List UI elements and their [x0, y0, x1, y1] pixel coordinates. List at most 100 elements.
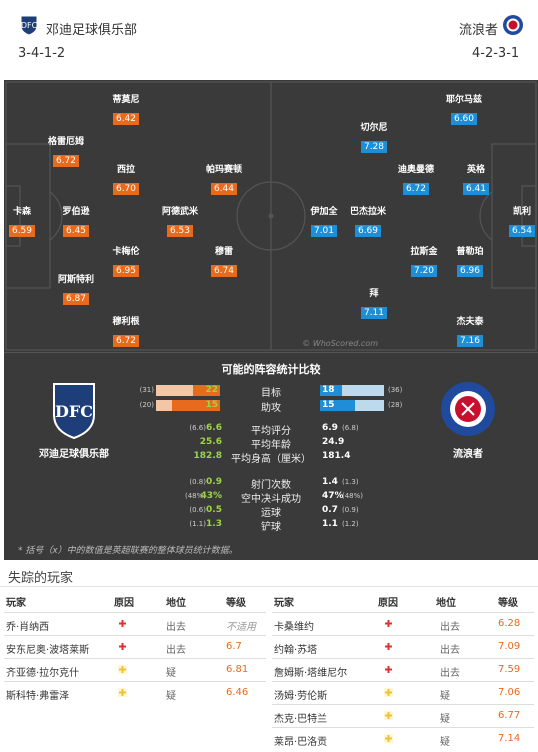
away-player-5[interactable]: 巴杰拉米 6.69 [338, 206, 398, 237]
home-bar-value: 22 [205, 385, 218, 395]
player-name: 帕玛赛顿 [205, 165, 242, 175]
missing-player-name[interactable]: 卡桑维约 [274, 622, 314, 633]
stats-footnote: * 括号（x）中的数值是英超联赛的整体球员统计数据。 [18, 546, 238, 556]
home-avg: (0.6) [189, 506, 206, 514]
away-value: 0.7 [322, 505, 338, 515]
home-avg: (20) [139, 401, 154, 409]
away-bar-track: 18 [320, 385, 384, 396]
away-bar-fill [320, 385, 342, 396]
missing-player-name[interactable]: 詹姆斯·塔维尼尔 [274, 668, 348, 679]
home-player-10[interactable]: 穆利根 6.72 [96, 316, 156, 347]
missing-grade: 7.59 [498, 664, 521, 675]
stat-label: 目标 [261, 388, 281, 399]
player-name: 穆雷 [214, 247, 233, 257]
player-name: 卡梅伦 [112, 247, 140, 257]
header-status: 地位 [436, 598, 456, 609]
missing-grade: 不适用 [226, 622, 256, 633]
home-player-6[interactable]: 阿德武米 6.53 [150, 206, 210, 237]
missing-player-name[interactable]: 乔·肖纳西 [6, 622, 50, 633]
player-name: 卡森 [12, 207, 31, 217]
missing-player-name[interactable]: 杰克·巴特兰 [274, 714, 328, 725]
home-player-4[interactable]: 卡森 6.59 [4, 206, 52, 237]
home-player-1[interactable]: 格雷厄姆 6.72 [36, 136, 96, 167]
player-rating: 6.44 [210, 183, 238, 195]
lineup-stats-panel: 可能的阵容统计比较 DFC 邓迪足球俱乐部 流浪者 (31) 22 目标 18 (36)… [4, 352, 538, 561]
player-rating: 7.16 [456, 335, 484, 347]
away-bar-fill [320, 400, 355, 411]
home-player-2[interactable]: 西拉 6.70 [96, 164, 156, 195]
missing-status: 出去 [166, 645, 186, 656]
player-name: 拉斯金 [410, 247, 438, 257]
away-team-name[interactable]: 流浪者 [459, 23, 499, 38]
player-rating: 6.70 [112, 183, 140, 195]
home-player-7[interactable]: 卡梅伦 6.95 [96, 246, 156, 277]
player-rating: 6.41 [462, 183, 490, 195]
away-player-2[interactable]: 迪奥曼德 6.72 [386, 164, 446, 195]
red-cross-icon [118, 642, 127, 651]
away-player-3[interactable]: 英格 6.41 [446, 164, 506, 195]
home-player-5[interactable]: 罗伯逊 6.45 [46, 206, 106, 237]
missing-player-name[interactable]: 安东尼奥·波塔莱斯 [6, 645, 90, 656]
missing-grade: 6.28 [498, 618, 521, 629]
away-player-9[interactable]: 拜 7.11 [344, 288, 404, 319]
home-player-9[interactable]: 阿斯特利 6.87 [46, 274, 106, 305]
away-player-6[interactable]: 凯利 6.54 [492, 206, 538, 237]
player-name: 阿德武米 [161, 207, 198, 217]
home-team-name[interactable]: 邓迪足球俱乐部 [46, 23, 138, 38]
red-cross-icon [384, 665, 393, 674]
missing-grade: 7.06 [498, 687, 521, 698]
player-rating: 6.60 [450, 113, 478, 125]
player-name: 普勒珀 [456, 247, 484, 257]
match-header: DFC 邓迪足球俱乐部 3-4-1-2 流浪者 4-2-3-1 [0, 0, 538, 78]
away-value: 6.9 [322, 423, 338, 433]
header-player: 玩家 [6, 598, 26, 609]
missing-status: 疑 [440, 737, 450, 748]
home-player-0[interactable]: 蒂莫尼 6.42 [96, 94, 156, 125]
missing-player-name[interactable]: 莱昂·巴洛贡 [274, 737, 328, 748]
missing-status: 疑 [440, 714, 450, 725]
away-player-1[interactable]: 切尔尼 7.28 [344, 122, 404, 153]
missing-players-section: 失踪的玩家 玩家 原因 地位 等级 玩家 原因 地位 等级 乔·肖纳西 出去 不适用… [0, 560, 538, 752]
away-value: 1.1 [322, 519, 338, 529]
player-name: 迪奥曼德 [397, 165, 434, 175]
away-player-8[interactable]: 普勒珀 6.96 [440, 246, 500, 277]
divider [4, 681, 266, 682]
home-player-8[interactable]: 穆雷 6.74 [194, 246, 254, 277]
stat-label: 铲球 [261, 522, 281, 533]
away-avg: (1.2) [342, 520, 359, 528]
missing-player-name[interactable]: 汤姆·劳伦斯 [274, 691, 328, 702]
away-value: 1.4 [322, 477, 338, 487]
missing-status: 出去 [440, 668, 460, 679]
away-player-0[interactable]: 耶尔马兹 6.60 [434, 94, 494, 125]
stat-label: 运球 [261, 508, 281, 519]
away-value: 181.4 [322, 451, 351, 461]
home-avg: (1.1) [189, 520, 206, 528]
red-cross-icon [118, 619, 127, 628]
home-crest-label: 邓迪足球俱乐部 [39, 449, 109, 460]
player-name: 罗伯逊 [62, 207, 90, 217]
missing-status: 出去 [440, 622, 460, 633]
player-name: 伊加全 [310, 207, 338, 217]
home-player-3[interactable]: 帕玛赛顿 6.44 [194, 164, 254, 195]
away-player-4[interactable]: 伊加全 7.01 [294, 206, 354, 237]
player-rating: 6.59 [8, 225, 36, 237]
player-rating: 7.20 [410, 265, 438, 277]
red-cross-icon [384, 619, 393, 628]
away-player-10[interactable]: 杰夫泰 7.16 [440, 316, 500, 347]
home-value: 6.6 [206, 423, 222, 433]
away-value: 24.9 [322, 437, 345, 447]
player-name: 切尔尼 [360, 123, 388, 133]
player-rating: 7.01 [310, 225, 338, 237]
away-bar-value: 18 [322, 385, 335, 395]
home-value: 182.8 [193, 451, 222, 461]
missing-player-name[interactable]: 约翰·苏塔 [274, 645, 318, 656]
stat-label: 平均身高（厘米） [231, 454, 311, 465]
away-player-7[interactable]: 拉斯金 7.20 [394, 246, 454, 277]
home-bar-value: 15 [205, 400, 218, 410]
away-formation: 4-2-3-1 [472, 46, 520, 61]
player-name: 穆利根 [112, 317, 140, 327]
missing-player-name[interactable]: 齐亚德·拉尔克什 [6, 668, 80, 679]
missing-player-name[interactable]: 斯科特·弗雷泽 [6, 691, 70, 702]
player-rating: 6.72 [52, 155, 80, 167]
rangers-crest-icon [503, 15, 523, 35]
